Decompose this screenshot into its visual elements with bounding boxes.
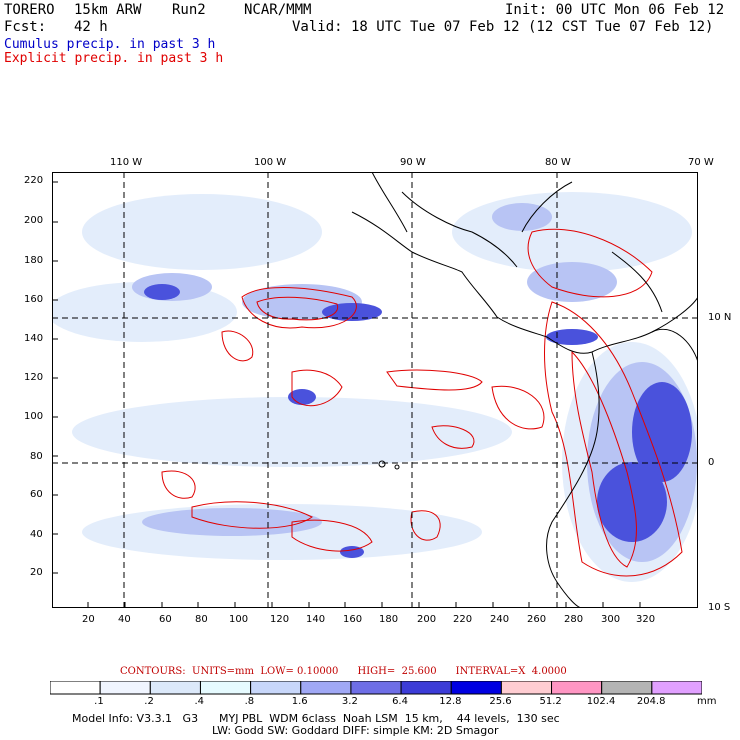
model-resolution: 15km ARW [74, 2, 142, 18]
x-tick-label: 220 [453, 614, 473, 625]
contours-low: LOW= 0.10000 [260, 666, 339, 677]
y-tick-label: 80 [30, 451, 43, 462]
contours-label: CONTOURS: [120, 666, 186, 677]
colorbar-swatch [350, 681, 402, 695]
colorbar-swatch [250, 681, 302, 695]
x-tick-label: 300 [601, 614, 621, 625]
forecast-hour: 42 h [74, 19, 108, 35]
cumulus-legend: Cumulus precip. in past 3 h [4, 37, 216, 52]
init-time: Init: 00 UTC Mon 06 Feb 12 [505, 2, 725, 18]
colorbar-swatch [300, 681, 352, 695]
x-tick-label: 160 [343, 614, 363, 625]
colorbar-tick-label: 1.6 [291, 696, 308, 707]
colorbar-swatch [450, 681, 502, 695]
heavy-precip-layer [144, 284, 692, 558]
run-label: Run2 [172, 2, 206, 18]
x-tick-label: 60 [159, 614, 172, 625]
x-tick-label: 240 [490, 614, 510, 625]
colorbar-swatch [400, 681, 452, 695]
lon-label: 110 W [110, 157, 143, 168]
contours-interval: INTERVAL=X 4.0000 [455, 666, 567, 677]
x-tick-label: 260 [527, 614, 547, 625]
model-name: TORERO [4, 2, 55, 18]
colorbar-tick-label: 204.8 [636, 696, 666, 707]
x-tick-label: 120 [270, 614, 290, 625]
colorbar-tick-label: .8 [244, 696, 255, 707]
lon-label: 80 W [545, 157, 571, 168]
colorbar-tick-label: 12.8 [439, 696, 462, 707]
y-tick-label: 200 [24, 215, 44, 226]
y-tick-label: 20 [30, 567, 43, 578]
contours-info: CONTOURS: UNITS=mm LOW= 0.10000 HIGH= 25… [120, 667, 567, 677]
colorbar-tick-label: 6.4 [392, 696, 408, 707]
lat-label: 10 N [708, 312, 732, 323]
colorbar-tick-label: .2 [144, 696, 154, 707]
y-tick-label: 100 [24, 411, 44, 422]
colorbar-tick-label: 3.2 [341, 696, 358, 707]
x-tick-label: 180 [379, 614, 399, 625]
lat-label: 0 [708, 457, 715, 468]
colorbar-swatch [99, 681, 151, 695]
colorbar-tick-label: 25.6 [489, 696, 512, 707]
explicit-legend: Explicit precip. in past 3 h [4, 51, 224, 66]
y-tick-label: 120 [24, 372, 44, 383]
colorbar-unit: mm [697, 696, 717, 707]
x-tick-label: 320 [636, 614, 656, 625]
colorbar-swatch [50, 681, 101, 695]
x-tick-label: 40 [118, 614, 131, 625]
valid-time: Valid: 18 UTC Tue 07 Feb 12 (12 CST Tue … [292, 19, 714, 35]
explicit-precip-contours [161, 228, 683, 577]
colorbar-swatch [601, 681, 653, 695]
x-tick-label: 100 [229, 614, 249, 625]
colorbar-tick-label: .1 [94, 696, 104, 707]
contours-high: HIGH= 25.600 [357, 666, 437, 677]
y-tick-label: 60 [30, 489, 43, 500]
lon-label: 90 W [400, 157, 426, 168]
colorbar-swatch [149, 681, 201, 695]
precip-map [52, 172, 698, 608]
colorbar-swatch [500, 681, 553, 695]
colorbar-swatch [651, 681, 702, 695]
y-tick-label: 140 [24, 333, 44, 344]
x-tick-label: 280 [564, 614, 584, 625]
lon-label: 100 W [254, 157, 287, 168]
lon-label: 70 W [688, 157, 714, 168]
x-tick-label: 200 [417, 614, 437, 625]
colorbar-tick-label: 102.4 [586, 696, 616, 707]
y-tick-label: 160 [24, 294, 44, 305]
y-tick-label: 220 [24, 175, 44, 186]
graticule [52, 172, 698, 608]
org-label: NCAR/MMM [244, 2, 312, 18]
forecast-label: Fcst: [4, 19, 47, 35]
lat-label: 10 S [708, 602, 731, 613]
colorbar-swatch [199, 681, 252, 695]
colorbar-tick-label: 51.2 [539, 696, 562, 707]
colorbar-tick-label: .4 [194, 696, 204, 707]
contours-units: UNITS=mm [192, 666, 255, 677]
x-tick-label: 20 [82, 614, 95, 625]
model-info: Model Info: V3.3.1 G3 MYJ PBL WDM 6class… [72, 712, 560, 725]
colorbar [50, 681, 702, 695]
map-border [52, 172, 698, 608]
x-tick-label: 140 [306, 614, 326, 625]
colorbar-swatch [551, 681, 603, 695]
y-tick-label: 40 [30, 529, 43, 540]
y-tick-label: 180 [24, 255, 44, 266]
x-tick-label: 80 [195, 614, 208, 625]
model-physics: LW: Godd SW: Goddard DIFF: simple KM: 2D… [212, 724, 499, 737]
